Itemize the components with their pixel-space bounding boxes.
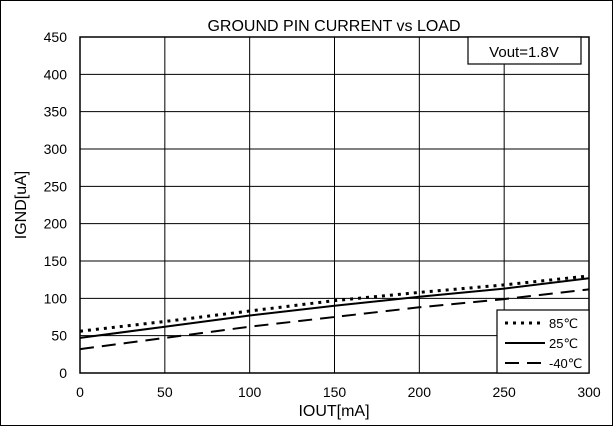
legend-label: 25℃	[549, 336, 578, 351]
series-line-dotted	[79, 274, 590, 333]
x-tick-label: 100	[238, 384, 262, 400]
legend: 85℃ 25℃ -40℃	[496, 309, 590, 374]
x-tick-label: 300	[577, 384, 601, 400]
x-tick-label: 250	[492, 384, 516, 400]
y-tick-label: 150	[44, 253, 68, 269]
y-tick-label: 100	[44, 290, 68, 306]
annotation-box: Vout=1.8V	[467, 36, 582, 65]
x-tick-label: 200	[408, 384, 432, 400]
series-layer	[79, 274, 590, 351]
chart-title: GROUND PIN CURRENT vs LOAD	[207, 18, 460, 35]
x-tick-label: 150	[323, 384, 347, 400]
y-tick-label: 0	[59, 365, 67, 381]
x-tick-label: 0	[76, 384, 84, 400]
plot-area-frame	[79, 36, 590, 374]
x-axis-label: IOUT[mA]	[298, 403, 369, 420]
series-line-dashed	[79, 288, 590, 351]
y-axis-label: IGND[uA]	[13, 171, 30, 239]
annotation-text: Vout=1.8V	[489, 44, 559, 61]
series-line-solid	[79, 277, 590, 339]
x-tick-label: 50	[157, 384, 173, 400]
y-tick-label: 200	[44, 216, 68, 232]
y-tick-label: 50	[51, 328, 67, 344]
y-tick-label: 300	[44, 141, 68, 157]
y-tick-label: 250	[44, 178, 68, 194]
y-tick-label: 350	[44, 104, 68, 120]
y-tick-label: 450	[44, 29, 68, 45]
tick-labels: 0 50 100 150 200 250 300 0 50 100 150 200 250 300 350 4…	[44, 29, 601, 400]
legend-label: 85℃	[549, 316, 578, 331]
y-tick-label: 400	[44, 66, 68, 82]
annotation-frame	[467, 36, 582, 65]
legend-label: -40℃	[549, 356, 582, 371]
